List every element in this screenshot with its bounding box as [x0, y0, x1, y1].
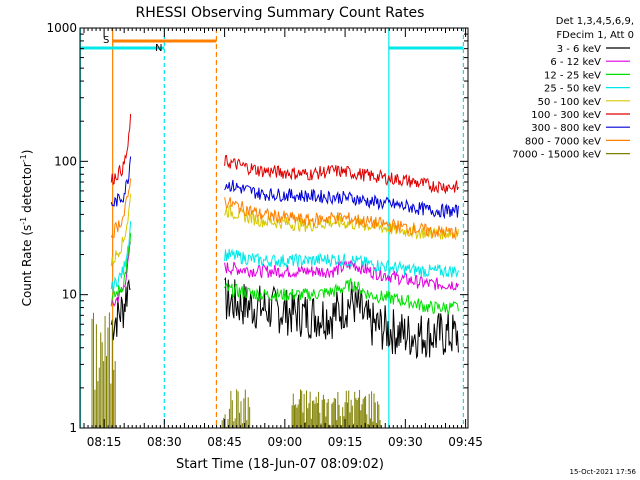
y-axis-label: Count Rate (s-1 detector-1)	[19, 150, 34, 307]
y-axis-label-sup2: -1	[19, 154, 28, 162]
series-line-0-segment-1	[224, 276, 459, 360]
x-tick-label: 08:15	[87, 435, 122, 449]
y-axis-label-main: Count Rate (s	[20, 225, 34, 307]
x-tick-label: 08:45	[207, 435, 242, 449]
series-line-0-segment-0	[110, 278, 131, 341]
series-line-7-segment-1	[224, 197, 459, 239]
legend-header-line-1: Det 1,3,4,5,6,9,	[556, 16, 634, 27]
series-line-2-segment-0	[110, 232, 132, 307]
y-axis: 1 10 100 1000	[46, 21, 468, 435]
series-line-5-segment-1	[224, 154, 459, 195]
x-axis: 08:15 08:30 08:45 09:00 09:15 09:30 09:45	[79, 28, 483, 449]
legend-label: 25 - 50 keV	[544, 84, 601, 95]
night-label: N	[155, 43, 162, 54]
x-axis-label: Start Time (18-Jun-07 08:09:02)	[176, 457, 384, 472]
legend-label: 300 - 800 keV	[531, 123, 601, 134]
y-axis-label-sup1: -1	[19, 217, 28, 225]
series-line-6-segment-1	[224, 179, 459, 220]
series-line-4-segment-1	[224, 204, 459, 240]
footer-timestamp: 15-Oct-2021 17:56	[570, 468, 637, 476]
x-tick-label: 09:30	[388, 435, 423, 449]
plot-area: SN	[79, 28, 465, 428]
legend-header-line-2: FDecim 1, Att 0	[556, 30, 634, 41]
x-tick-label: 08:30	[147, 435, 182, 449]
x-tick-label: 09:00	[268, 435, 303, 449]
y-tick-label: 1	[69, 421, 77, 435]
series-line-5-segment-0	[110, 113, 132, 186]
legend-label: 7000 - 15000 keV	[512, 150, 601, 161]
y-tick-label: 100	[54, 154, 77, 168]
legend-label: 12 - 25 keV	[544, 70, 601, 81]
y-axis-label-end: )	[20, 150, 34, 155]
legend-label: 800 - 7000 keV	[525, 136, 601, 147]
series-line-1-segment-1	[224, 260, 459, 291]
legend-label: 3 - 6 keV	[557, 44, 601, 55]
legend-label: 6 - 12 keV	[550, 57, 601, 68]
x-tick-label: 09:15	[328, 435, 363, 449]
series-line-3-segment-1	[224, 248, 459, 279]
series-line-3-segment-0	[110, 221, 132, 293]
series-line-4-segment-0	[110, 193, 132, 267]
legend-label: 50 - 100 keV	[538, 97, 602, 108]
x-tick-label: 09:45	[448, 435, 483, 449]
y-tick-label: 10	[62, 288, 77, 302]
plot-frame	[79, 27, 469, 429]
series-line-6-segment-0	[110, 156, 132, 207]
series-line-2-segment-1	[224, 278, 459, 315]
legend: Det 1,3,4,5,6,9, FDecim 1, Att 0 3 - 6 k…	[512, 16, 634, 161]
y-axis-label-mid: detector	[20, 162, 34, 217]
series-line-7-segment-0	[110, 178, 132, 239]
y-tick-label: 1000	[46, 21, 77, 35]
legend-label: 100 - 300 keV	[531, 110, 601, 121]
chart-title: RHESSI Observing Summary Count Rates	[136, 5, 425, 21]
saa-label: S	[103, 35, 109, 46]
series-7000-15000-spikes	[91, 312, 381, 428]
